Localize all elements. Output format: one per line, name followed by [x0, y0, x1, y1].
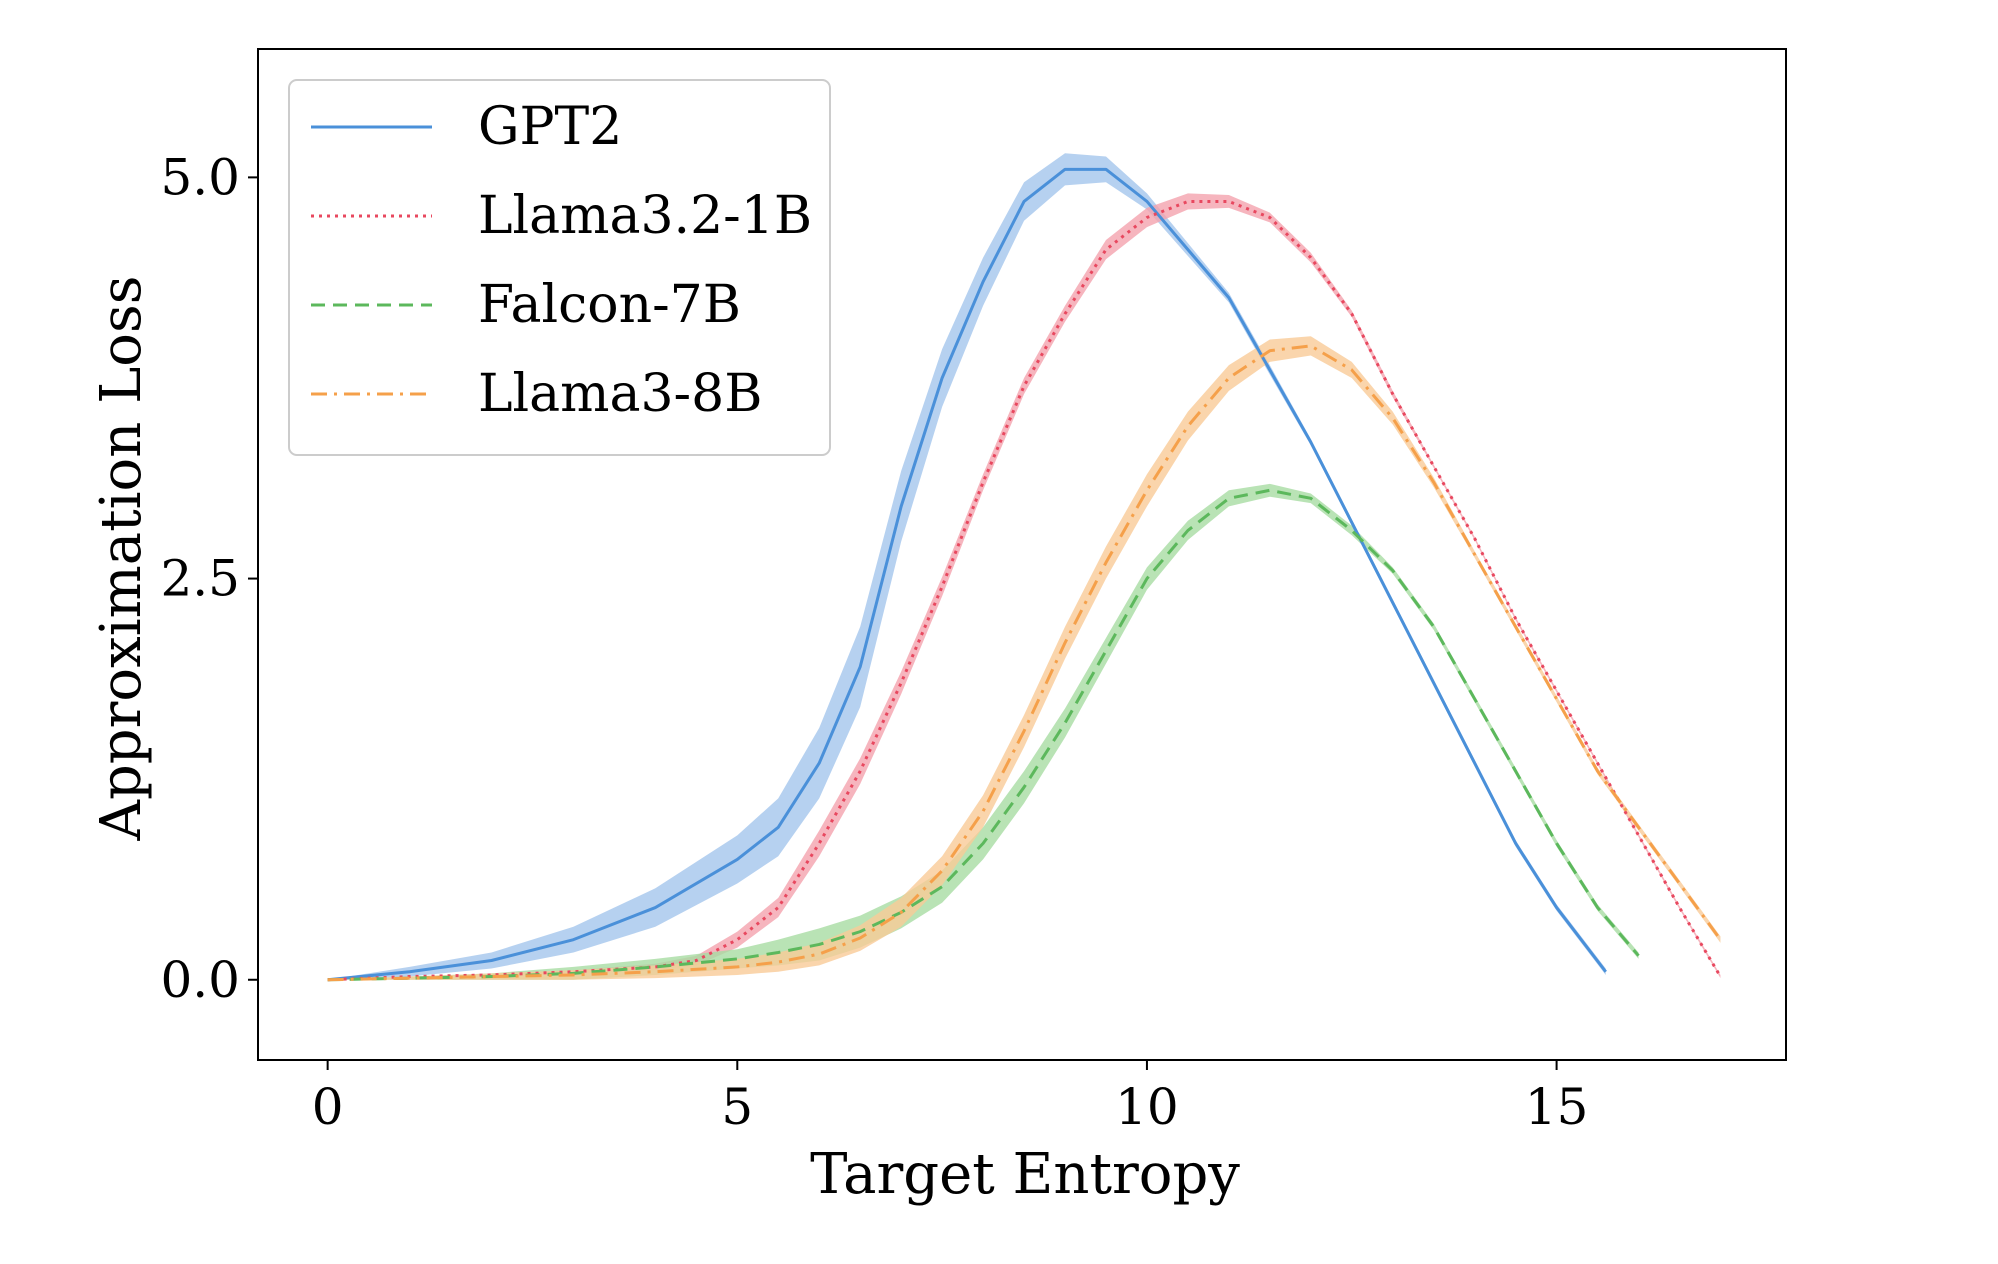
legend-label-gpt2: GPT2 — [478, 97, 622, 157]
legend-label-llama3-8b: Llama3-8B — [478, 364, 762, 424]
x-axis-ticks: 0 5 10 15 — [312, 1060, 1589, 1136]
series-line-llama3-8b — [327, 344, 1722, 982]
legend-label-falcon-7b: Falcon-7B — [478, 275, 741, 335]
plot-area-frame — [257, 48, 1787, 1061]
y-tick-label: 0.0 — [160, 951, 240, 1009]
x-tick-label: 0 — [312, 1078, 344, 1136]
x-tick-label: 10 — [1115, 1078, 1179, 1136]
x-tick-label: 5 — [721, 1078, 753, 1136]
y-axis-ticks: 0.0 2.5 5.0 — [160, 148, 258, 1009]
series-lines — [327, 167, 1722, 982]
legend-box — [288, 79, 831, 456]
x-axis-label: Target Entropy — [810, 1142, 1240, 1207]
x-tick-label: 15 — [1525, 1078, 1589, 1136]
y-tick-label: 2.5 — [160, 550, 240, 608]
legend-label-llama3-2-1b: Llama3.2-1B — [478, 186, 812, 246]
y-axis-label: Approximation Loss — [89, 276, 154, 842]
legend: GPT2 Llama3.2-1B Falcon-7B Llama3-8B — [288, 79, 831, 456]
series-line-llama3-2-1b — [327, 199, 1722, 982]
y-tick-label: 5.0 — [160, 148, 240, 206]
series-line-falcon-7b — [327, 488, 1640, 982]
series-line-gpt2 — [327, 167, 1607, 982]
